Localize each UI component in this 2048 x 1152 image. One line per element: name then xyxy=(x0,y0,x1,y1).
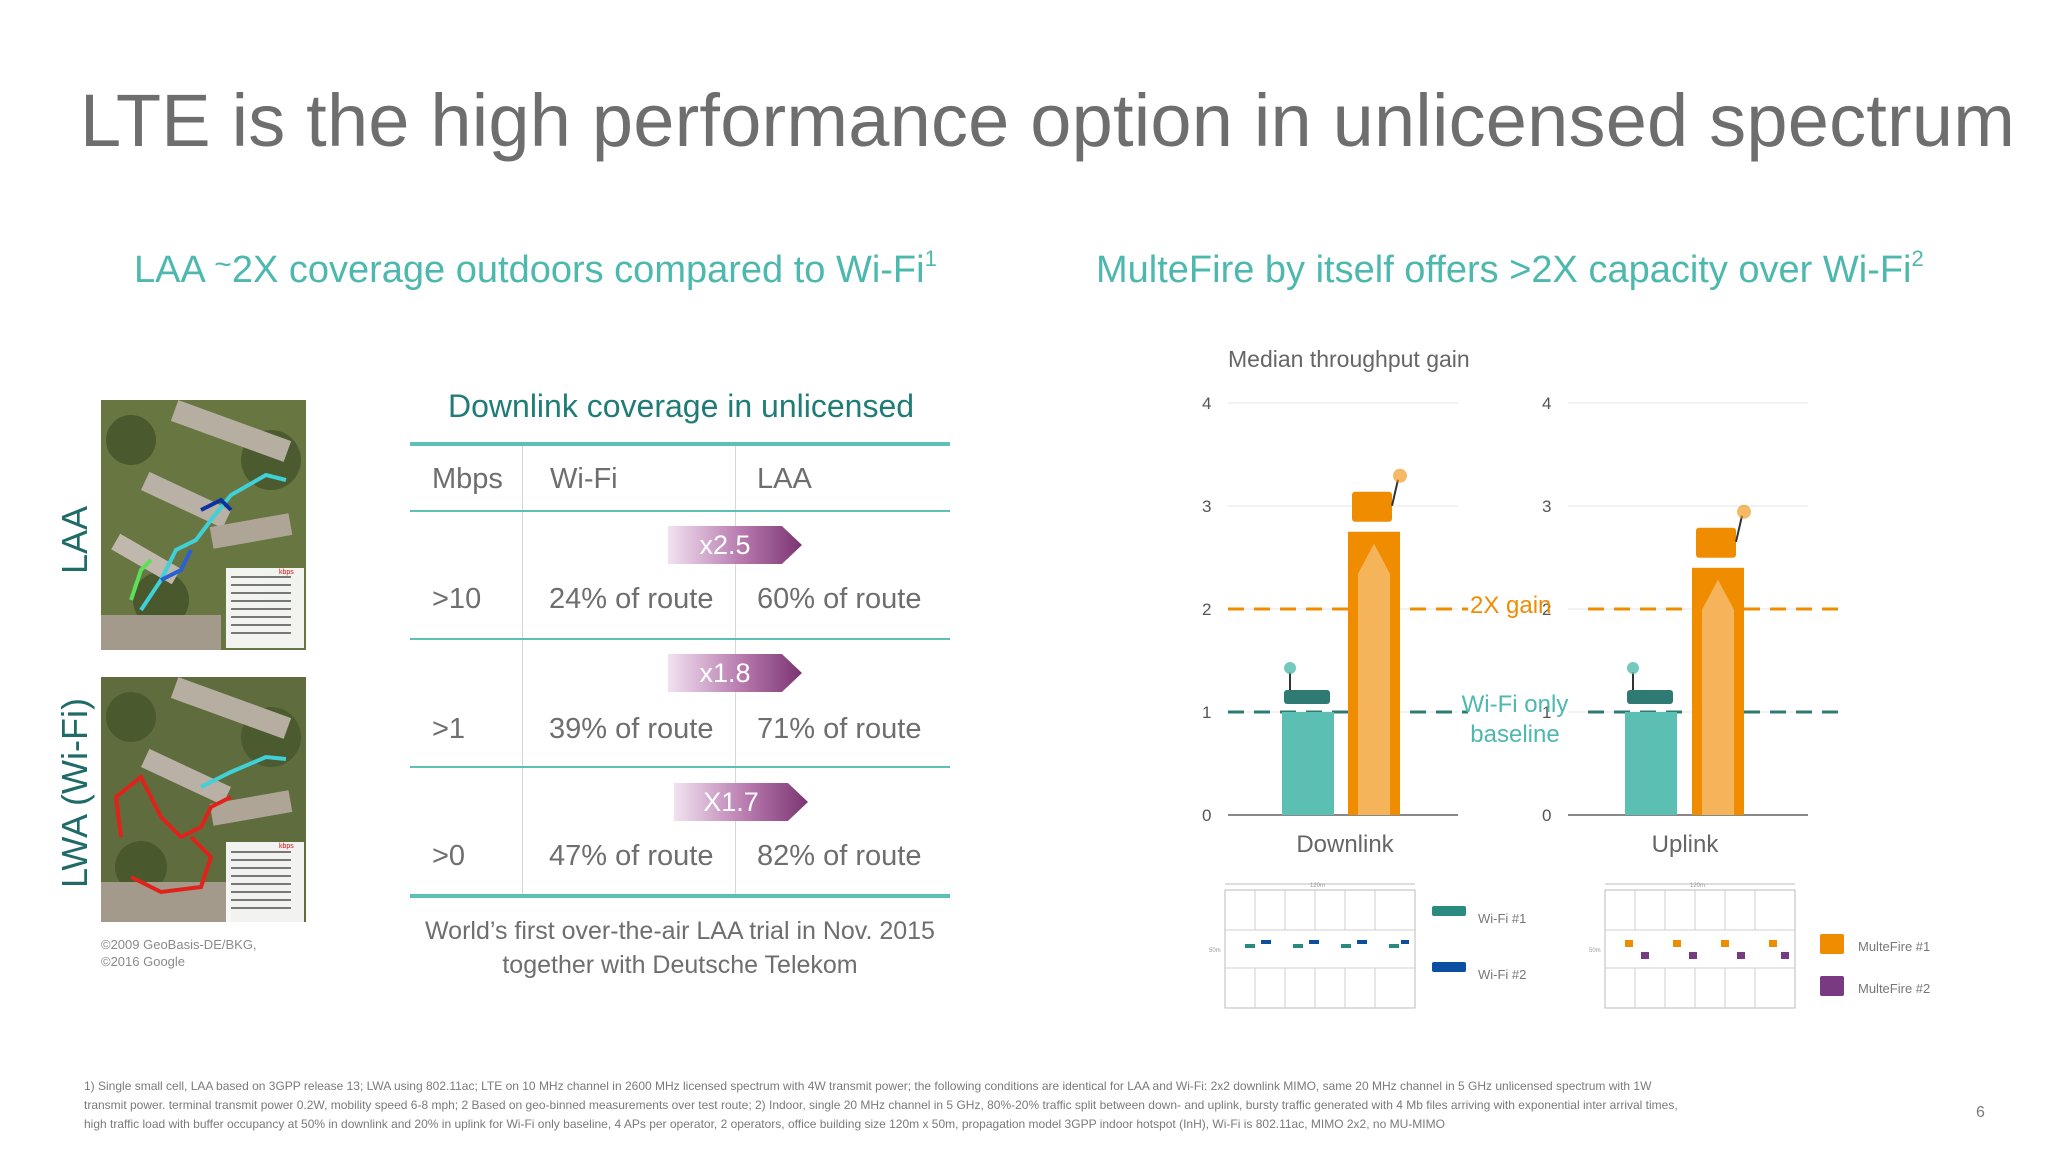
multefire-ap-icon xyxy=(1352,491,1392,522)
floorplan-width-label: 120m xyxy=(1310,883,1325,889)
right-subtitle: MulteFire by itself offers >2X capacity … xyxy=(1096,246,1924,292)
caption-line-2: together with Deutsche Telekom xyxy=(502,951,858,979)
table-cell-mbps: >1 xyxy=(432,713,466,745)
multefire-ap-antenna xyxy=(1735,515,1743,543)
gain-arrow: x1.8 xyxy=(668,654,802,692)
footnote-line-1: 1) Single small cell, LAA based on 3GPP … xyxy=(84,1079,1652,1093)
lwa-route-map-image: kbps xyxy=(101,677,306,922)
legend-wifi1: Wi-Fi #1 xyxy=(1478,911,1527,926)
table-row-rule xyxy=(410,766,950,768)
y-tick-label: 0 xyxy=(1202,806,1211,825)
trial-caption: World’s first over-the-air LAA trial in … xyxy=(380,914,980,982)
table-row-rule xyxy=(410,638,950,640)
y-tick-label: 3 xyxy=(1202,497,1211,516)
legend-multefire1: MulteFire #1 xyxy=(1858,939,1931,954)
lwa-map-legend-unit: kbps xyxy=(279,843,294,850)
throughput-gain-chart: 0 1 2 3 4 Downlink 0 1 2 3 4 Uplink xyxy=(1202,394,1838,858)
map-copyright: ©2009 GeoBasis-DE/BKG, ©2016 Google xyxy=(101,936,257,970)
left-subtitle-tilde: ~ xyxy=(214,248,232,281)
y-tick-label: 4 xyxy=(1542,394,1551,413)
right-subtitle-main: MulteFire by itself offers >2X capacity … xyxy=(1096,249,1912,291)
y-tick-label: 2 xyxy=(1202,600,1211,619)
wifi1-ap-icon xyxy=(1432,906,1466,916)
left-subtitle-main: 2X coverage outdoors compared to Wi-Fi xyxy=(231,249,925,291)
multefire-floorplan-diagram: 120m 50m xyxy=(1589,883,1796,1009)
multefire-bar-highlight xyxy=(1358,543,1390,815)
wifi-ap-icon xyxy=(1284,690,1330,704)
footnote: 1) Single small cell, LAA based on 3GPP … xyxy=(84,1077,1984,1134)
page-number: 6 xyxy=(1976,1104,1985,1121)
table-title: Downlink coverage in unlicensed xyxy=(448,388,915,424)
legend-multefire2: MulteFire #2 xyxy=(1858,981,1931,996)
caption-line-1: World’s first over-the-air LAA trial in … xyxy=(425,917,935,945)
multefire-ap-icon xyxy=(1696,527,1736,558)
wifi-signal-icon xyxy=(1284,662,1296,674)
footnote-line-3: high traffic load with buffer occupancy … xyxy=(84,1117,1445,1131)
baseline-line-label: Wi-Fi only baseline xyxy=(1440,690,1590,750)
table-header-mbps: Mbps xyxy=(432,463,503,495)
table-cell-wifi: 39% of route xyxy=(549,713,714,745)
laa-map-legend-unit: kbps xyxy=(279,569,294,576)
gain-arrow: x2.5 xyxy=(668,526,802,564)
table-cell-mbps: >0 xyxy=(432,840,466,872)
multefire-ap-antenna xyxy=(1391,479,1399,506)
table-cell-wifi: 47% of route xyxy=(549,840,714,872)
right-subtitle-footnote-ref: 2 xyxy=(1911,246,1924,271)
left-subtitle-footnote-ref: 1 xyxy=(924,246,937,271)
y-tick-label: 2 xyxy=(1542,600,1551,619)
copyright-line-1: ©2009 GeoBasis-DE/BKG, xyxy=(101,937,257,952)
table-header-rule xyxy=(410,510,950,512)
table-cell-wifi: 24% of route xyxy=(549,583,714,615)
table-cell-mbps: >10 xyxy=(432,583,482,615)
floorplan-height-label: 50m xyxy=(1589,948,1601,954)
table-top-rule xyxy=(410,442,950,446)
wifi2-ap-icon xyxy=(1432,962,1466,972)
floorplan-height-label: 50m xyxy=(1209,948,1221,954)
left-subtitle: LAA ~2X coverage outdoors compared to Wi… xyxy=(134,246,937,292)
y-tick-label: 0 xyxy=(1542,806,1551,825)
left-subtitle-pre: LAA xyxy=(134,249,215,291)
wifi-signal-icon xyxy=(1627,662,1639,674)
slide-title: LTE is the high performance option in un… xyxy=(80,79,2016,162)
copyright-line-2: ©2016 Google xyxy=(101,954,186,969)
vertical-label-laa: LAA xyxy=(54,505,95,574)
category-label: Uplink xyxy=(1652,831,1720,858)
table-cell-laa: 82% of route xyxy=(757,840,922,872)
multefire1-ap-icon xyxy=(1820,934,1844,954)
y-tick-label: 4 xyxy=(1202,394,1211,413)
table-header-wifi: Wi-Fi xyxy=(550,463,618,495)
floorplan-width-label: 120m xyxy=(1690,883,1705,889)
multefire-signal-icon xyxy=(1393,468,1407,483)
multefire-bar xyxy=(1348,531,1400,815)
gain-line-label: 2X gain xyxy=(1470,592,1552,619)
wifi-ap-icon xyxy=(1627,690,1673,704)
baseline-label-line-1: Wi-Fi only xyxy=(1461,691,1569,718)
multefire-bar xyxy=(1692,567,1744,815)
baseline-label-line-2: baseline xyxy=(1470,721,1560,748)
footnote-line-2: transmit power. terminal transmit power … xyxy=(84,1098,1678,1112)
table-cell-laa: 71% of route xyxy=(757,713,922,745)
vertical-label-lwa: LWA (Wi-Fi) xyxy=(54,698,95,888)
y-tick-label: 1 xyxy=(1202,703,1211,722)
multefire-bar-highlight xyxy=(1702,579,1734,815)
multefire2-ap-icon xyxy=(1820,976,1844,996)
table-cell-laa: 60% of route xyxy=(757,583,922,615)
table-col-divider-1 xyxy=(522,446,523,896)
wifi-floorplan-diagram: 120m 50m xyxy=(1209,883,1416,1009)
table-bottom-rule xyxy=(410,894,950,898)
gain-arrow: X1.7 xyxy=(674,783,808,821)
multefire-signal-icon xyxy=(1737,504,1751,519)
category-label: Downlink xyxy=(1296,831,1394,858)
y-tick-label: 1 xyxy=(1542,703,1551,722)
legend-wifi2: Wi-Fi #2 xyxy=(1478,967,1527,982)
table-header-laa: LAA xyxy=(757,463,812,495)
laa-route-map-image: kbps xyxy=(101,400,306,650)
chart-title: Median throughput gain xyxy=(1228,346,1470,372)
y-tick-label: 3 xyxy=(1542,497,1551,516)
wifi-bar xyxy=(1625,712,1677,815)
wifi-bar xyxy=(1282,712,1334,815)
